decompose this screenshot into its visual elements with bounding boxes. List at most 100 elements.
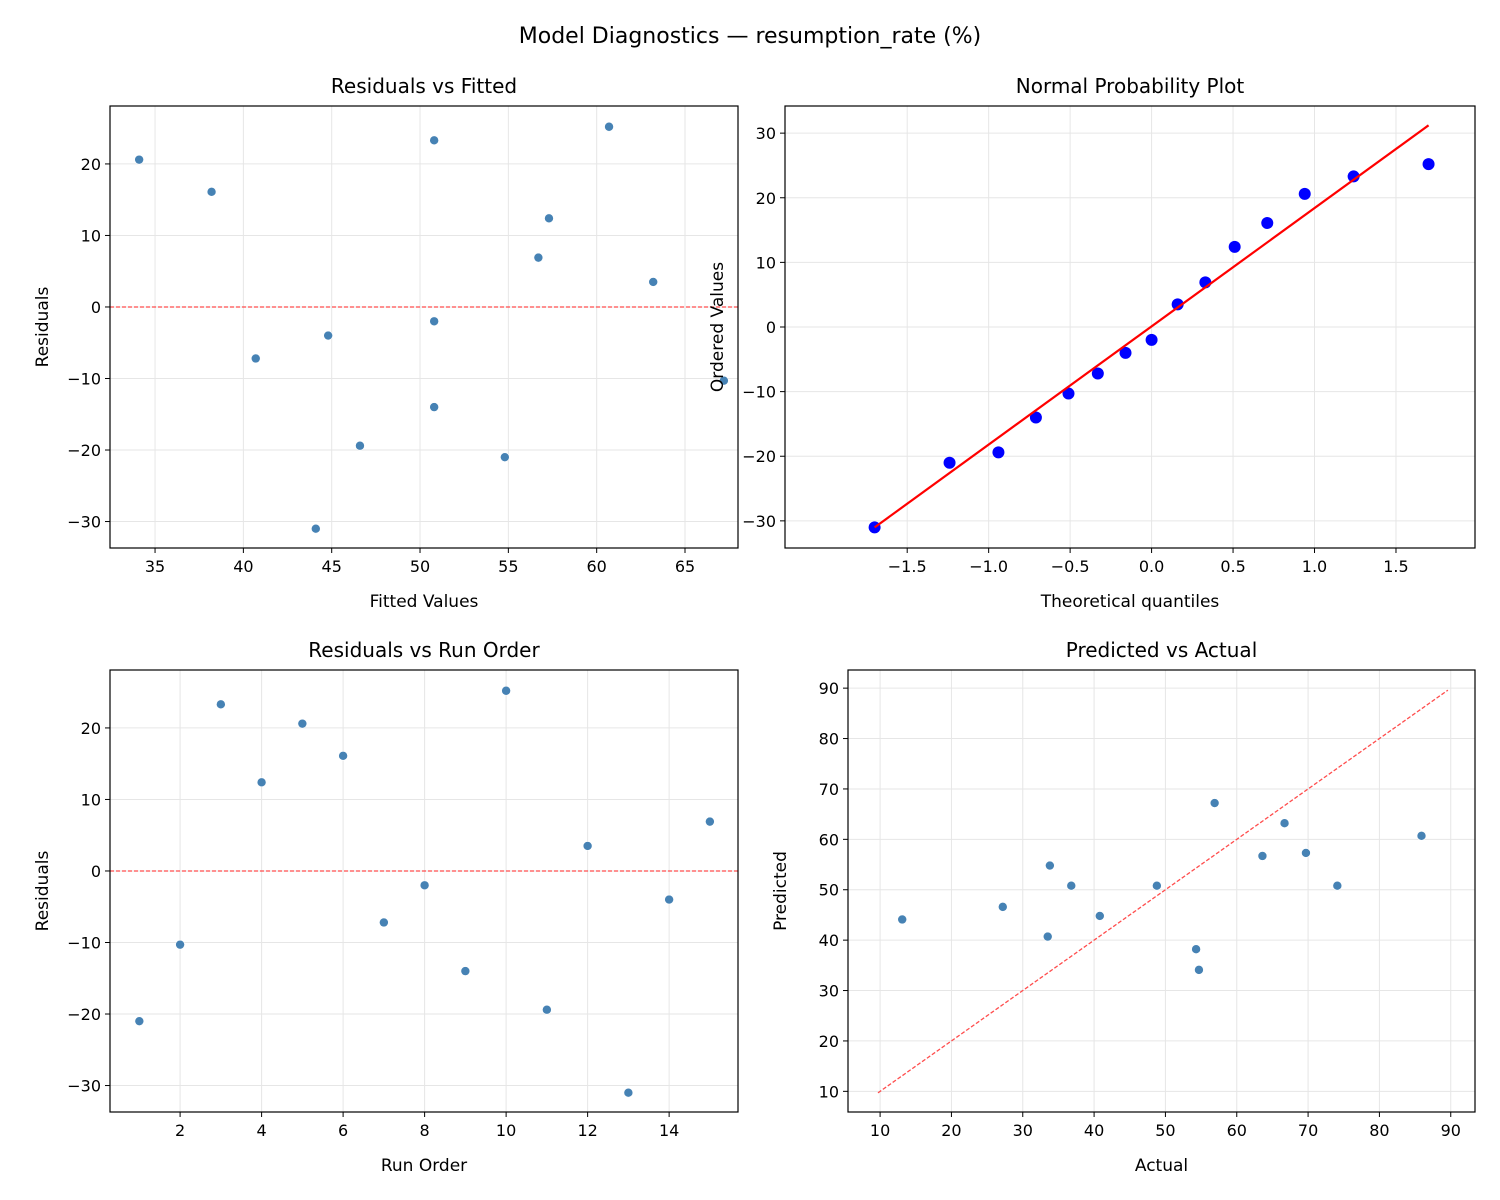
data-point <box>206 187 217 197</box>
data-point <box>1298 187 1311 200</box>
data-point <box>1347 170 1360 183</box>
data-point <box>429 402 439 412</box>
data-point <box>1062 387 1075 400</box>
data-point <box>1045 860 1055 871</box>
data-point <box>311 523 321 534</box>
data-point <box>1194 965 1204 975</box>
subplot-4: 10 20 30 40 50 60 70 80 90 10 20 30 40 50 60 70 80 90 Pred… <box>771 638 1476 1176</box>
data-point <box>897 914 908 925</box>
x-tick-label: 1.0 <box>1302 557 1327 576</box>
x-tick-label: 2 <box>175 1121 185 1140</box>
x-tick-label: 60 <box>1227 1121 1247 1140</box>
y-tick-label: −20 <box>67 1005 101 1024</box>
data-point <box>1152 880 1162 891</box>
data-point <box>992 446 1005 459</box>
data-point <box>355 440 365 451</box>
data-point <box>216 699 226 710</box>
y-tick-label: 10 <box>81 790 101 809</box>
data-point <box>582 841 593 851</box>
x-tick-label: 0.5 <box>1220 557 1245 576</box>
data-point <box>1228 240 1241 253</box>
data-point <box>943 456 956 469</box>
axes-frame <box>784 105 1476 549</box>
x-tick-label: 8 <box>420 1121 430 1140</box>
x-tick-label: 50 <box>410 557 430 576</box>
y-tick-label: −20 <box>742 447 776 466</box>
data-point <box>1416 831 1427 841</box>
x-tick-label: 0.0 <box>1139 557 1164 576</box>
y-tick-label: 0 <box>766 318 776 337</box>
subplot-title: Predicted vs Actual <box>1066 638 1258 662</box>
x-tick-label: 30 <box>1013 1121 1033 1140</box>
data-point <box>460 966 471 976</box>
x-tick-label: 55 <box>498 557 518 576</box>
y-tick-label: −10 <box>742 383 776 402</box>
y-tick-label: −10 <box>67 933 101 952</box>
x-tick-label: 12 <box>577 1121 597 1140</box>
data-point <box>719 375 729 386</box>
y-tick-label: −30 <box>742 512 776 531</box>
y-tick-label: 60 <box>819 830 839 849</box>
x-tick-label: 50 <box>1155 1121 1175 1140</box>
x-tick-label: −1.0 <box>969 557 1008 576</box>
x-tick-label: 20 <box>941 1121 961 1140</box>
x-axis-label: Theoretical quantiles <box>1040 592 1220 612</box>
y-tick-label: 50 <box>819 881 839 900</box>
y-tick-label: −30 <box>67 513 101 532</box>
x-axis-label: Actual <box>1135 1156 1188 1176</box>
data-point <box>1422 158 1435 171</box>
y-tick-label: −10 <box>67 369 101 388</box>
data-point <box>175 939 185 950</box>
data-point <box>664 894 674 905</box>
subplot-1: 35 40 45 50 55 60 65 −30 −20 −10 0 10 20 Residuals vs… <box>33 74 739 612</box>
x-tick-label: 40 <box>1084 1121 1104 1140</box>
y-axis-label: Residuals <box>33 287 53 368</box>
data-point <box>338 751 348 761</box>
subplot-title: Residuals vs Fitted <box>331 74 517 98</box>
identity-reference-line <box>877 689 1449 1094</box>
data-point <box>429 316 439 327</box>
x-tick-label: 35 <box>145 557 165 576</box>
axes-frame <box>109 105 739 549</box>
data-point <box>533 252 544 263</box>
y-axis-label: Residuals <box>33 851 53 932</box>
data-point <box>1257 851 1268 861</box>
data-point <box>1119 346 1132 359</box>
data-point <box>1094 911 1105 921</box>
data-point <box>542 1004 552 1015</box>
x-tick-label: 14 <box>659 1121 679 1140</box>
y-tick-label: 0 <box>91 862 101 881</box>
data-point <box>500 452 510 462</box>
x-tick-label: 60 <box>586 557 606 576</box>
y-tick-label: 0 <box>91 298 101 317</box>
data-point <box>501 685 511 696</box>
data-point <box>250 353 261 364</box>
data-point <box>256 777 267 788</box>
x-axis-label: Run Order <box>381 1156 467 1176</box>
data-point <box>997 902 1008 912</box>
data-point <box>134 154 144 165</box>
x-tick-label: 70 <box>1298 1121 1318 1140</box>
x-tick-label: 4 <box>257 1121 267 1140</box>
x-tick-label: 10 <box>496 1121 516 1140</box>
x-tick-label: 40 <box>233 557 253 576</box>
data-point <box>604 121 614 132</box>
data-point <box>1042 931 1053 942</box>
y-tick-label: 20 <box>756 189 776 208</box>
subplot-3: 2 4 6 8 10 12 14 −30 −20 −10 0 10 20 Residuals vs Run… <box>33 638 739 1176</box>
data-point <box>323 330 333 341</box>
data-point <box>429 135 439 146</box>
data-point <box>1332 880 1343 891</box>
x-tick-label: 45 <box>322 557 342 576</box>
x-tick-label: −1.5 <box>888 557 927 576</box>
data-point <box>1066 880 1077 891</box>
data-point <box>1145 333 1158 346</box>
y-tick-label: 80 <box>819 730 839 749</box>
fit-line <box>873 124 1430 529</box>
data-point <box>623 1087 634 1098</box>
subplot-title: Residuals vs Run Order <box>308 638 540 662</box>
subplot-2: −1.5 −1.0 −0.5 0.0 0.5 1.0 1.5 −30 −20 −10 0 10 20 30… <box>708 74 1476 612</box>
y-tick-label: 20 <box>81 719 101 738</box>
x-tick-label: 65 <box>675 557 695 576</box>
